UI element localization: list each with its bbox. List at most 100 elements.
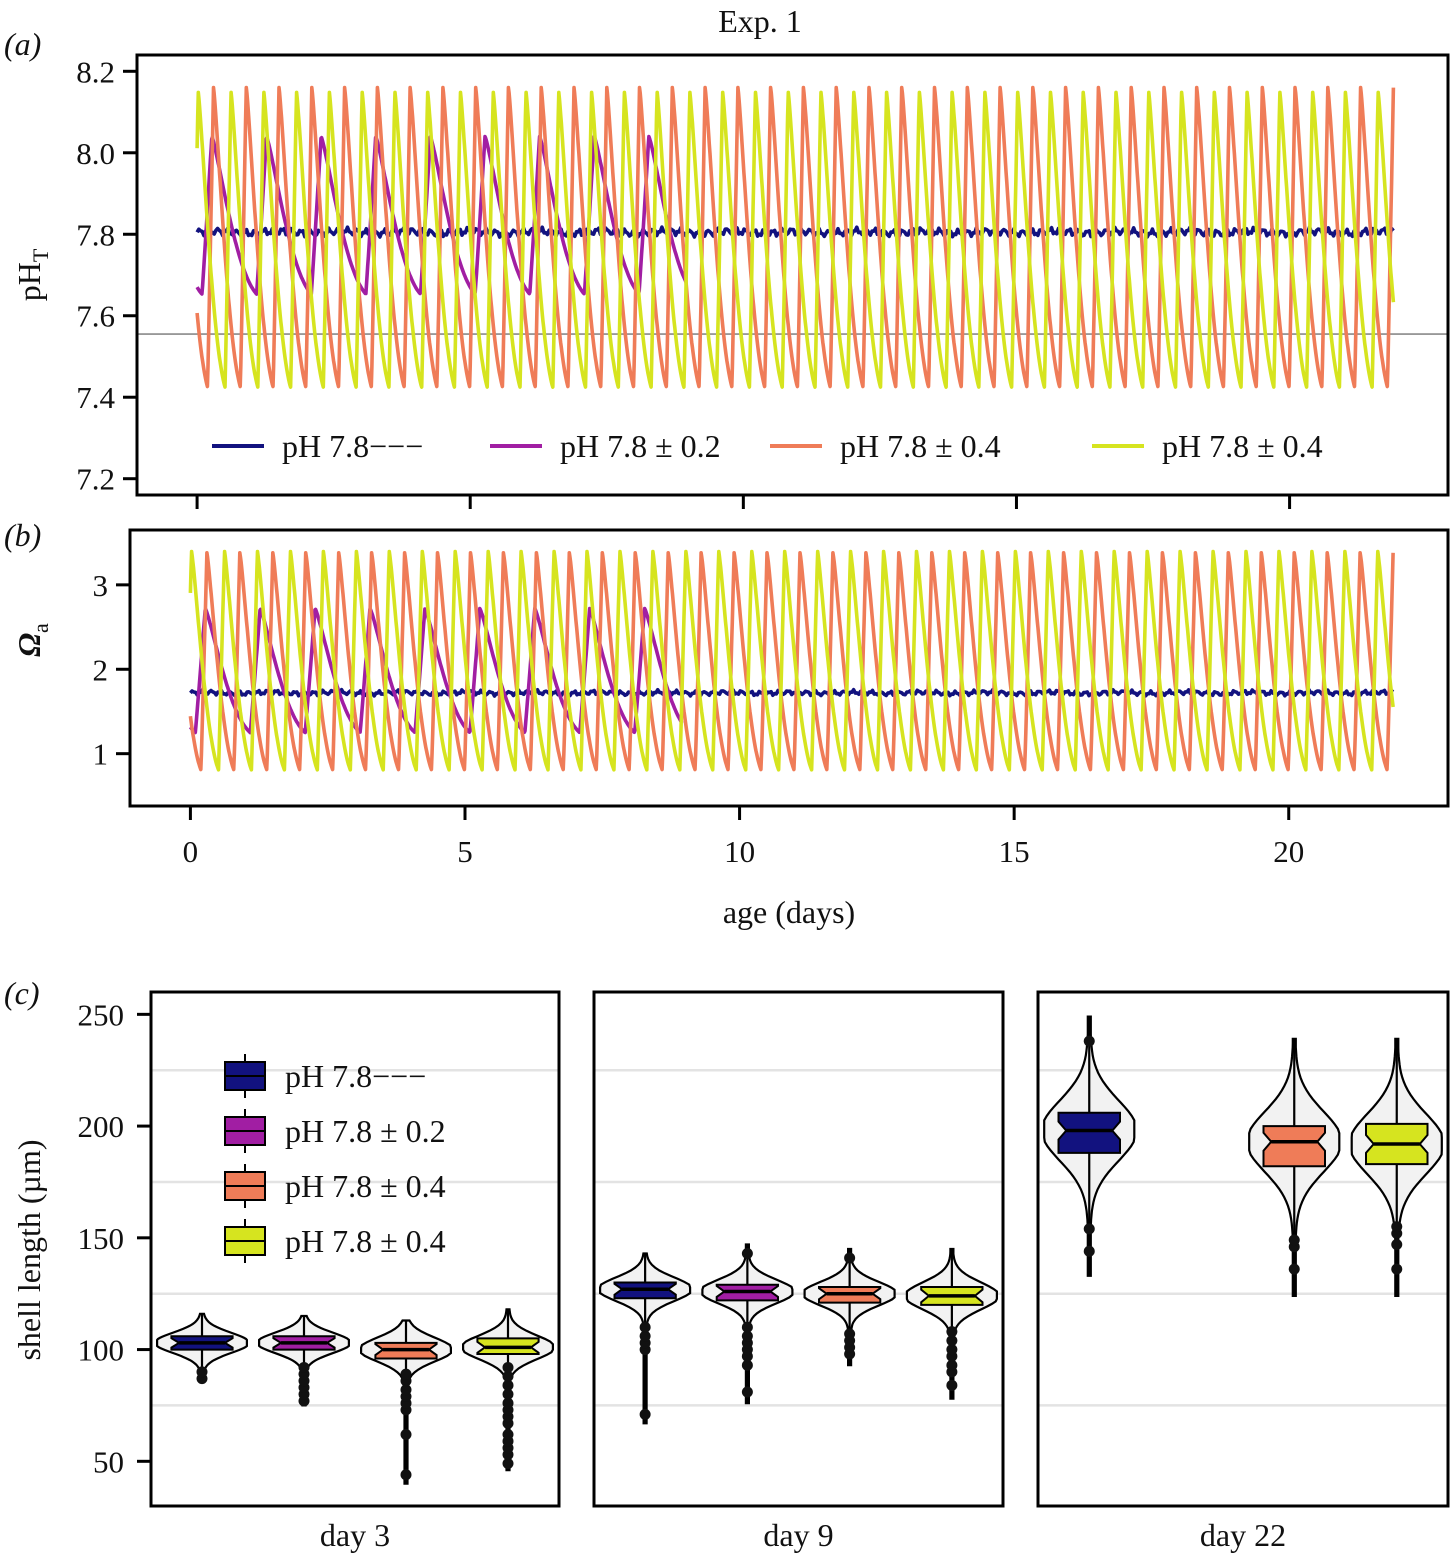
outlier-point-0: [400, 1469, 412, 1481]
panel-label-b: (b): [4, 517, 41, 553]
outlier-point-2: [1083, 1035, 1095, 1047]
group-1: [701, 1243, 794, 1405]
legend-label-3: pH 7.8 ± 0.4: [285, 1223, 446, 1259]
facet-label: day 9: [763, 1517, 833, 1553]
legend-label-2: pH 7.8 ± 0.4: [840, 428, 1001, 464]
outlier-point-0: [502, 1458, 514, 1470]
panel-a-frame: [135, 53, 1450, 497]
outlier-point-10: [502, 1379, 514, 1391]
outlier-point-5: [946, 1335, 958, 1347]
outlier-point-8: [502, 1397, 514, 1409]
y-tick-label-3: 7.8: [76, 217, 115, 252]
x-tick-label-2: 10: [724, 834, 755, 869]
x-tick-label-3: 15: [999, 834, 1030, 869]
facet-day-9: day 9: [592, 990, 1005, 1553]
x-tick-label-1: 5: [457, 834, 473, 869]
y-tick-label-2: 3: [93, 568, 109, 603]
y-tick-label-2: 7.6: [76, 299, 115, 334]
y-tick-label-1: 7.4: [76, 380, 115, 415]
outlier-point-3: [639, 1330, 651, 1342]
outlier-point-3: [844, 1328, 856, 1340]
panel-b-axes: 1 2 3 0 5 10 15 20: [93, 568, 1305, 869]
group-0: [598, 1252, 692, 1425]
outlier-point-1: [400, 1428, 412, 1440]
group-3: [462, 1308, 555, 1472]
outlier-point-9: [502, 1388, 514, 1400]
facet-frame: [1036, 990, 1450, 1508]
c-y-tick-label-1: 100: [78, 1333, 125, 1368]
facet-label: day 3: [320, 1517, 390, 1553]
facet-frame: [592, 990, 1005, 1508]
panel-c-ylabel: shell length (µm): [11, 1139, 47, 1360]
group-1: [258, 1314, 350, 1407]
legend-label-0: pH 7.8−−−: [285, 1058, 426, 1094]
series-line-2: [188, 550, 1395, 772]
outlier-point-5: [298, 1361, 310, 1373]
figure-title: Exp. 1: [718, 3, 802, 39]
series-line-0: [195, 225, 1395, 239]
outlier-point-2: [1288, 1234, 1300, 1246]
outlier-point-11: [502, 1370, 514, 1382]
panel-b-ylabel: Ωa: [11, 623, 53, 657]
legend-label-2: pH 7.8 ± 0.4: [285, 1168, 446, 1204]
outlier-point-1: [741, 1359, 753, 1371]
outlier-point-0: [946, 1379, 958, 1391]
outlier-point-0: [1083, 1245, 1095, 1257]
group-2: [1248, 1037, 1341, 1298]
y-tick-label-4: 8.0: [76, 136, 115, 171]
outlier-point-3: [1391, 1221, 1403, 1233]
outlier-point-12: [502, 1361, 514, 1373]
outlier-point-4: [639, 1321, 651, 1333]
group-3: [1350, 1037, 1443, 1298]
outlier-point-0: [741, 1386, 753, 1398]
panel-b-xlabel: age (days): [723, 894, 855, 930]
group-3: [905, 1247, 999, 1400]
facet-label: day 22: [1200, 1517, 1286, 1553]
panel-label-a: (a): [4, 26, 41, 62]
outlier-point-4: [844, 1252, 856, 1264]
y-tick-label-5: 8.2: [76, 54, 115, 89]
panel-c-axes: 50 100 150 200 250: [78, 997, 151, 1479]
panel-c-legend: pH 7.8−−− pH 7.8 ± 0.2 pH 7.8 ± 0.4 pH 7.8 …: [224, 1054, 446, 1263]
legend-label-0: pH 7.8−−−: [282, 428, 423, 464]
panel-a-ylabel: pHT: [11, 248, 53, 301]
series-line-3: [195, 90, 1396, 389]
c-y-tick-label-4: 250: [78, 997, 125, 1032]
c-y-tick-label-0: 50: [93, 1444, 124, 1479]
y-tick-label-1: 2: [93, 652, 109, 687]
box: [1262, 1125, 1326, 1168]
outlier-point-4: [946, 1344, 958, 1356]
c-y-tick-label-3: 200: [78, 1109, 125, 1144]
outlier-point-1: [1083, 1223, 1095, 1235]
facet-day-22: day 22: [1036, 990, 1450, 1553]
panel-a-ph-time-series: 7.2 7.4 7.6 7.8 8.0 8.2 pHT pH 7.8−−− pH 7.8 ±…: [11, 53, 1450, 509]
group-2: [360, 1319, 452, 1485]
outlier-point-5: [741, 1330, 753, 1342]
outlier-point-1: [1391, 1239, 1403, 1251]
y-tick-label-0: 7.2: [76, 462, 115, 497]
panel-a-axes: 7.2 7.4 7.6 7.8 8.0 8.2: [76, 54, 1292, 509]
group-2: [803, 1247, 896, 1367]
panel-b-series-lines: [188, 549, 1395, 772]
outlier-point-0: [639, 1408, 651, 1420]
outlier-point-7: [741, 1247, 753, 1259]
panel-c-facets: day 3 day 9 day 22: [149, 990, 1450, 1553]
x-tick-label-4: 20: [1273, 834, 1304, 869]
outlier-point-7: [400, 1368, 412, 1380]
outlier-point-5: [400, 1384, 412, 1396]
panel-label-c: (c): [4, 975, 40, 1011]
c-y-tick-label-2: 150: [78, 1221, 125, 1256]
outlier-point-6: [741, 1321, 753, 1333]
group-0: [156, 1312, 248, 1385]
legend-label-3: pH 7.8 ± 0.4: [1162, 428, 1323, 464]
outlier-point-0: [1288, 1263, 1300, 1275]
series-line-3: [188, 549, 1395, 772]
outlier-point-0: [1391, 1263, 1403, 1275]
series-line-2: [195, 85, 1396, 389]
panel-b-omega-time-series: 1 2 3 0 5 10 15 20 Ωa age (days): [11, 528, 1450, 930]
legend-label-1: pH 7.8 ± 0.2: [560, 428, 721, 464]
outlier-point-2: [946, 1359, 958, 1371]
facet-frame: [149, 990, 561, 1508]
